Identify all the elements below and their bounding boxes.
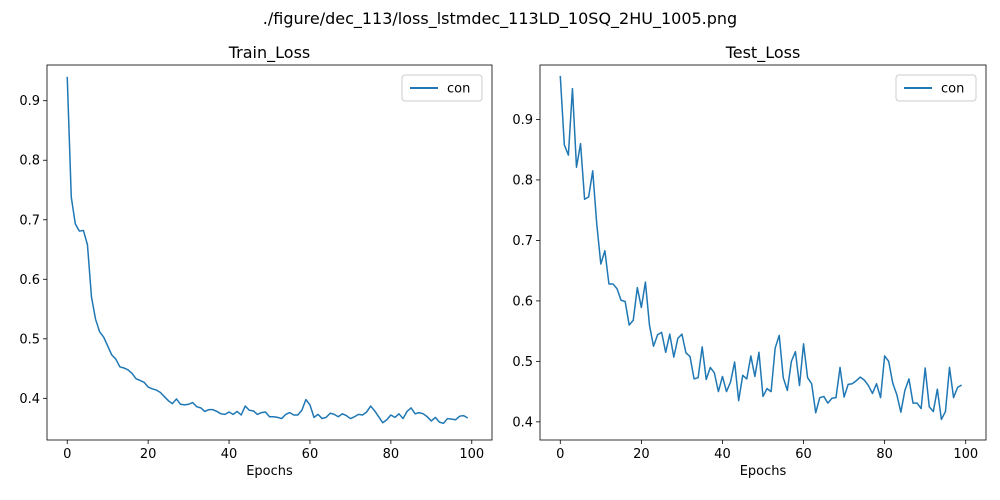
test-y-tick-label: 0.5 [512, 355, 533, 370]
test-legend: con [895, 74, 977, 102]
test-loss-panel: Test_Loss 0 20 40 60 80 100 0.4 0.5 0.6 0.7 0.8 0.9 E… [512, 43, 987, 479]
train-y-tick-label: 0.4 [19, 392, 40, 407]
test-x-tick-label: 80 [876, 447, 893, 462]
train-x-axis-label: Epochs [246, 464, 293, 479]
test-x-axis-label: Epochs [740, 464, 787, 479]
train-y-tick-label: 0.8 [19, 154, 40, 169]
train-y-tick-label: 0.9 [19, 94, 40, 109]
test-x-tick-label: 100 [953, 447, 978, 462]
train-x-tick-label: 0 [63, 447, 71, 462]
test-x-tick-label: 0 [556, 447, 564, 462]
test-legend-box [895, 74, 977, 102]
test-y-tick-label: 0.4 [512, 415, 533, 430]
test-x-tick-label: 40 [714, 447, 731, 462]
train-axes-frame [46, 64, 493, 441]
train-x-tick-label: 60 [302, 447, 319, 462]
train-legend-label: con [447, 82, 470, 97]
figure-suptitle: ./figure/dec_113/loss_lstmdec_113LD_10SQ… [263, 9, 737, 29]
train-y-tick-label: 0.5 [19, 332, 40, 347]
train-title: Train_Loss [228, 43, 310, 63]
train-x-tick-label: 40 [221, 447, 238, 462]
test-y-tick-label: 0.6 [512, 294, 533, 309]
train-series-line-con [66, 76, 469, 425]
test-y-tick-label: 0.8 [512, 173, 533, 188]
train-legend-box [401, 74, 483, 102]
train-x-tick-label: 20 [140, 447, 157, 462]
test-y-tick-label: 0.7 [512, 234, 533, 249]
train-x-tick-label: 80 [383, 447, 400, 462]
train-loss-panel: Train_Loss 0 20 40 60 80 100 0.4 0.5 0.6 0.7 0.8 0.9… [19, 43, 493, 479]
train-x-tick-label: 100 [459, 447, 484, 462]
test-y-tick-label: 0.9 [512, 113, 533, 128]
test-axes-frame [539, 64, 987, 441]
train-y-tick-label: 0.7 [19, 213, 40, 228]
test-title: Test_Loss [725, 43, 801, 63]
train-legend: con [401, 74, 483, 102]
train-y-tick-label: 0.6 [19, 273, 40, 288]
test-series-line-con [559, 75, 963, 421]
test-x-tick-label: 20 [633, 447, 650, 462]
test-x-tick-label: 60 [795, 447, 812, 462]
test-legend-label: con [941, 82, 964, 97]
